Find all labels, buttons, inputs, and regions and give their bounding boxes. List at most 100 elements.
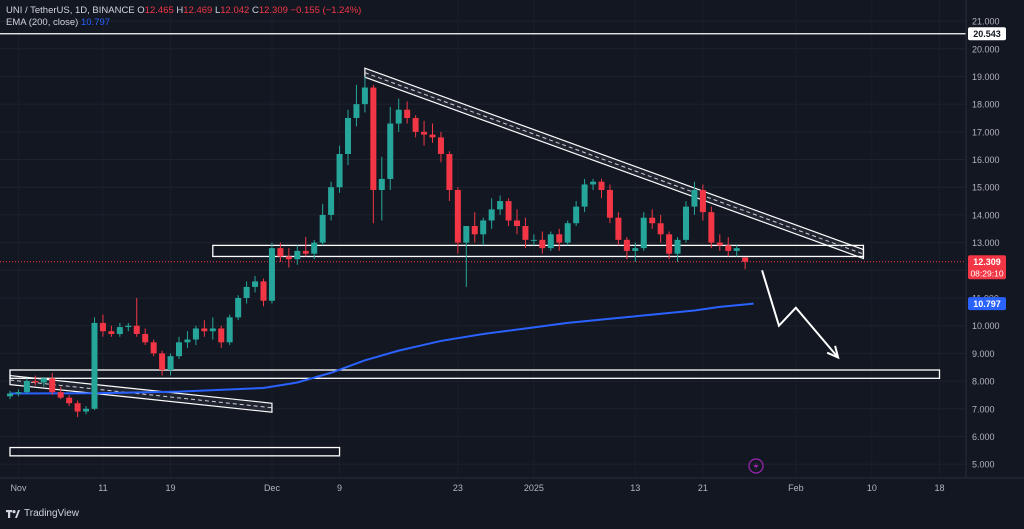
- candle: [235, 295, 242, 321]
- price-label-line: 20.543: [968, 27, 1006, 41]
- candle: [514, 209, 520, 235]
- candle-body: [192, 328, 199, 340]
- candle: [421, 120, 428, 146]
- candle: [666, 231, 673, 260]
- ema-label[interactable]: EMA (200, close): [6, 17, 79, 28]
- price-label-box: [968, 255, 1006, 280]
- candle: [116, 322, 123, 337]
- candle-body: [150, 342, 157, 354]
- candle-body: [539, 239, 546, 249]
- candle: [370, 84, 377, 224]
- candle-body: [277, 248, 284, 257]
- symbol-label[interactable]: UNI / TetherUS, 1D, BINANCE: [6, 5, 135, 16]
- candle-body: [606, 190, 613, 218]
- candle-body: [522, 226, 529, 240]
- candle-body: [573, 206, 580, 224]
- candle-body: [370, 87, 377, 190]
- candle: [581, 178, 588, 213]
- candle: [159, 350, 166, 376]
- candle-body: [446, 154, 453, 190]
- channel-outline: [364, 67, 865, 260]
- price-label-value: 10.797: [973, 299, 1001, 309]
- candle-body: [488, 209, 495, 221]
- price-tick-label: 19.000: [972, 72, 1000, 82]
- candle: [640, 212, 647, 251]
- candle: [733, 245, 740, 257]
- high-value: 12.469: [183, 5, 213, 16]
- arrow-head: [826, 345, 840, 360]
- candle-body: [226, 317, 233, 343]
- candle-body: [598, 181, 605, 190]
- candle-body: [40, 378, 47, 383]
- candle-body: [657, 223, 664, 235]
- candle: [125, 322, 132, 332]
- candle: [218, 325, 225, 348]
- candle: [167, 353, 174, 376]
- candle: [277, 242, 284, 262]
- candle-body: [57, 392, 64, 398]
- time-tick-label: 23: [453, 483, 463, 493]
- candle-body: [699, 190, 706, 213]
- tradingview-brand[interactable]: TradingView: [6, 508, 79, 519]
- candle: [623, 237, 630, 260]
- candle: [632, 242, 639, 262]
- drawing-annotations[interactable]: [0, 33, 966, 457]
- candle-body: [201, 328, 208, 332]
- candle: [716, 234, 723, 251]
- candle-body: [742, 257, 749, 262]
- candle: [226, 314, 233, 346]
- close-value: 12.309: [258, 5, 288, 16]
- candle: [590, 178, 597, 190]
- price-tick-label: 5.000: [972, 460, 995, 470]
- change-value: −0.155 (−1.24%): [290, 5, 362, 16]
- candle: [311, 239, 318, 260]
- candle: [66, 394, 73, 406]
- time-tick-label: Dec: [264, 483, 281, 493]
- candle: [606, 184, 613, 224]
- candle-body: [184, 339, 191, 343]
- lightning-icon[interactable]: [748, 458, 764, 474]
- candle-body: [159, 353, 166, 370]
- price-tick-label: 9.000: [972, 349, 995, 359]
- time-axis[interactable]: Nov 11 19 Dec 9 23 2025 13 21 Feb 10 18: [0, 0, 1024, 493]
- candle: [539, 231, 546, 254]
- candle-body: [116, 327, 123, 334]
- candle: [742, 257, 749, 270]
- candle-body: [133, 325, 140, 334]
- candle-body: [235, 298, 242, 318]
- open-value: 12.465: [144, 5, 174, 16]
- candle-body: [294, 250, 301, 260]
- candle-body: [167, 356, 174, 370]
- price-label-box: [968, 297, 1006, 311]
- candle: [522, 217, 529, 249]
- candle-body: [505, 201, 512, 221]
- candle: [556, 228, 563, 251]
- candle-body: [421, 131, 428, 135]
- candle-body: [142, 334, 149, 343]
- candle-body: [454, 190, 461, 243]
- price-axis[interactable]: 5.0006.0007.0008.0009.00010.00011.00012.…: [968, 17, 1006, 470]
- candle-body: [395, 109, 402, 124]
- price-tick-label: 14.000: [972, 210, 1000, 220]
- candle-body: [480, 220, 487, 235]
- candle-body: [615, 217, 622, 240]
- candle-body: [260, 281, 267, 301]
- candle-body: [463, 226, 470, 243]
- candle: [285, 248, 292, 268]
- candle: [319, 203, 326, 246]
- candle: [615, 212, 622, 246]
- low-label: L: [214, 5, 221, 16]
- ema-line: [9, 302, 754, 395]
- candle-body: [471, 226, 478, 235]
- candles[interactable]: [7, 76, 749, 418]
- candle: [530, 234, 537, 246]
- candle: [32, 375, 39, 386]
- open-label: O: [137, 5, 145, 16]
- candle-body: [437, 137, 444, 154]
- candle-body: [725, 245, 732, 251]
- candle-body: [209, 328, 216, 332]
- candle-body: [683, 206, 689, 240]
